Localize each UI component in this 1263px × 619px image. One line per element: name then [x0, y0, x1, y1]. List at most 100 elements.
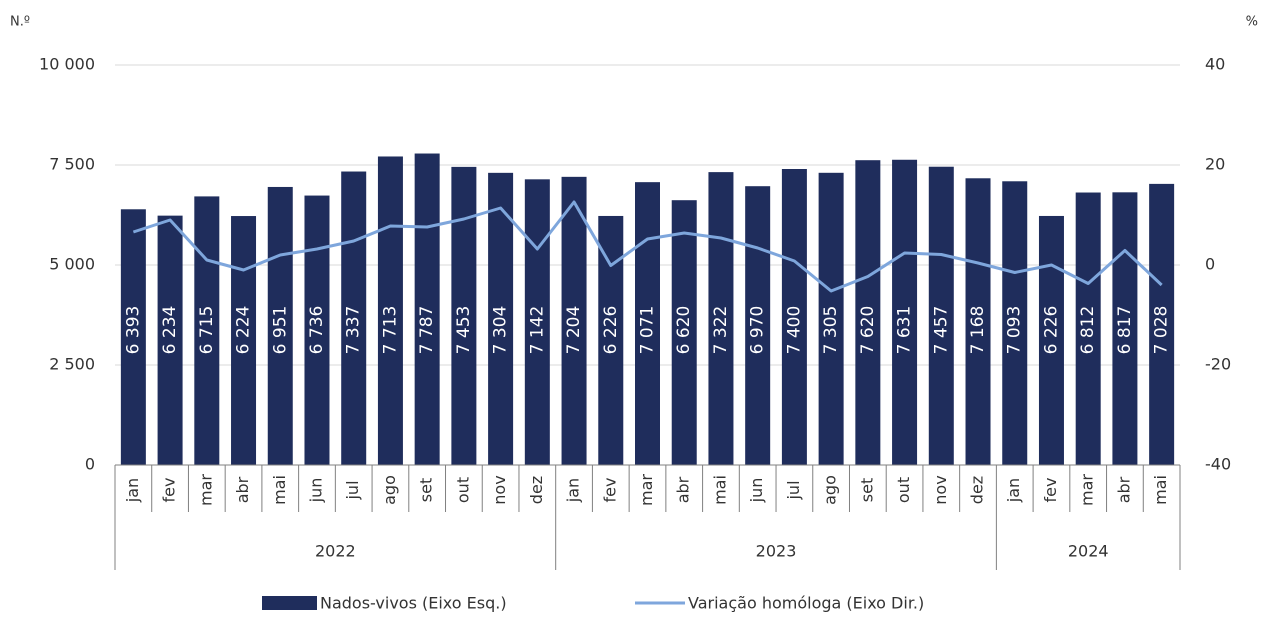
value-label: 6 817 [1115, 306, 1135, 355]
value-label: 7 204 [564, 306, 584, 355]
value-label: 6 226 [601, 306, 621, 355]
x-tick-label: jan [123, 478, 142, 503]
x-tick-label: abr [233, 476, 252, 503]
bar [157, 215, 183, 465]
value-label: 7 337 [344, 306, 364, 355]
value-label: 7 620 [858, 306, 878, 355]
value-label: 7 322 [711, 306, 731, 355]
value-label: 7 028 [1152, 306, 1172, 355]
bar [1149, 183, 1175, 465]
x-tick-label: jan [564, 478, 583, 503]
x-tick-label: mar [1078, 474, 1097, 506]
legend-label: Nados-vivos (Eixo Esq.) [320, 594, 507, 613]
bar [194, 196, 220, 465]
value-label: 6 736 [307, 306, 327, 355]
x-tick-label: mai [710, 475, 729, 505]
value-label: 7 305 [821, 306, 841, 355]
value-label: 6 234 [160, 306, 180, 355]
bar [892, 159, 918, 465]
y2-tick-label: 40 [1205, 55, 1225, 74]
bar [524, 179, 550, 465]
x-tick-label: jul [784, 480, 803, 500]
y-tick-label: 0 [85, 455, 95, 474]
value-label: 7 713 [380, 306, 400, 355]
y2-unit: % [1246, 15, 1258, 30]
x-tick-label: dez [527, 476, 546, 504]
group-label: 2022 [315, 542, 356, 561]
value-label: 6 812 [1078, 306, 1098, 355]
x-tick-label: abr [674, 476, 693, 503]
bar [1038, 215, 1064, 465]
x-tick-label: set [857, 478, 876, 502]
x-tick-label: out [453, 477, 472, 503]
bar [414, 153, 440, 465]
value-label: 7 631 [895, 306, 915, 355]
value-label: 7 093 [1005, 306, 1025, 355]
y-tick-label: 2 500 [49, 355, 95, 374]
bar [745, 186, 771, 465]
bar [855, 160, 881, 465]
x-tick-label: fev [1041, 478, 1060, 503]
x-tick-label: jun [306, 478, 325, 504]
value-label: 6 226 [1041, 306, 1061, 355]
bar [267, 186, 293, 465]
x-tick-label: jan [1004, 478, 1023, 503]
value-label: 6 393 [123, 306, 143, 355]
bar [818, 172, 844, 466]
y-unit: N.º [10, 15, 30, 30]
bar [965, 178, 991, 465]
x-tick-label: mai [270, 475, 289, 505]
x-tick-label: fev [160, 478, 179, 503]
x-tick-label: ago [821, 475, 840, 505]
x-tick-label: mar [637, 474, 656, 506]
y2-tick-label: -20 [1205, 355, 1231, 374]
y-tick-label: 5 000 [49, 255, 95, 274]
x-tick-label: mai [1151, 475, 1170, 505]
x-tick-label: nov [931, 475, 950, 504]
group-label: 2024 [1068, 542, 1109, 561]
legend-swatch [262, 596, 317, 610]
x-tick-label: mar [196, 474, 215, 506]
bar [304, 195, 330, 465]
bar [231, 216, 257, 465]
legend-label: Variação homóloga (Eixo Dir.) [688, 594, 924, 613]
y2-tick-label: 20 [1205, 155, 1225, 174]
x-tick-label: set [417, 478, 436, 502]
value-label: 6 951 [270, 306, 290, 355]
value-label: 6 224 [234, 306, 254, 355]
x-tick-label: nov [490, 475, 509, 504]
bar [488, 172, 514, 465]
value-label: 6 620 [674, 306, 694, 355]
x-tick-label: out [894, 477, 913, 503]
value-label: 7 453 [454, 306, 474, 355]
line [132, 200, 1163, 293]
value-label: 6 970 [748, 306, 768, 355]
bar [598, 215, 624, 465]
bar [671, 200, 697, 465]
y2-tick-label: -40 [1205, 455, 1231, 474]
bar [561, 176, 587, 465]
bar [377, 156, 403, 466]
x-tick-label: dez [968, 476, 987, 504]
y-tick-label: 10 000 [39, 55, 95, 74]
value-label: 7 142 [527, 306, 547, 355]
bar [120, 209, 146, 465]
bar [635, 182, 660, 465]
x-tick-label: jul [343, 480, 362, 500]
group-label: 2023 [756, 542, 797, 561]
y-tick-label: 7 500 [49, 155, 95, 174]
value-label: 7 457 [931, 306, 951, 355]
bar [1002, 181, 1028, 465]
x-tick-label: jun [747, 478, 766, 504]
value-label: 7 304 [491, 306, 511, 355]
value-label: 7 400 [784, 306, 804, 355]
bar [781, 169, 807, 465]
x-tick-label: fev [600, 478, 619, 503]
value-label: 7 787 [417, 306, 437, 355]
bar [1112, 192, 1138, 465]
bar [928, 166, 954, 465]
x-tick-label: abr [1114, 476, 1133, 503]
bar [1075, 192, 1101, 465]
bar [341, 171, 367, 465]
